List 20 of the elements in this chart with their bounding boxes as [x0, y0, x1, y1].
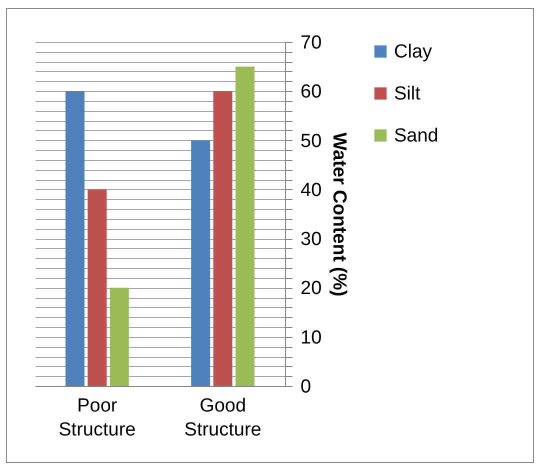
y-tick-label: 20	[300, 278, 322, 300]
bar	[110, 288, 129, 386]
x-tick-label: Poor Structure	[58, 396, 136, 440]
bar	[213, 91, 232, 386]
y-tick-label: 50	[300, 130, 322, 152]
legend-label: Sand	[394, 126, 438, 146]
y-tick-label: 30	[300, 229, 322, 250]
y-tick-label: 70	[300, 32, 322, 54]
legend-label: Silt	[394, 84, 422, 104]
y-tick-label: 40	[300, 180, 322, 201]
x-tick-label: Good Structure	[184, 396, 262, 440]
legend-label: Clay	[394, 42, 433, 62]
bar	[191, 140, 210, 386]
y-tick-label: 10	[300, 327, 322, 348]
bar	[236, 66, 255, 386]
y-axis-title: Water Content (%)	[328, 132, 350, 296]
bar	[65, 91, 84, 386]
y-tick-label: 60	[300, 82, 322, 103]
y-tick-label: 0	[300, 376, 312, 398]
bar	[88, 189, 107, 386]
